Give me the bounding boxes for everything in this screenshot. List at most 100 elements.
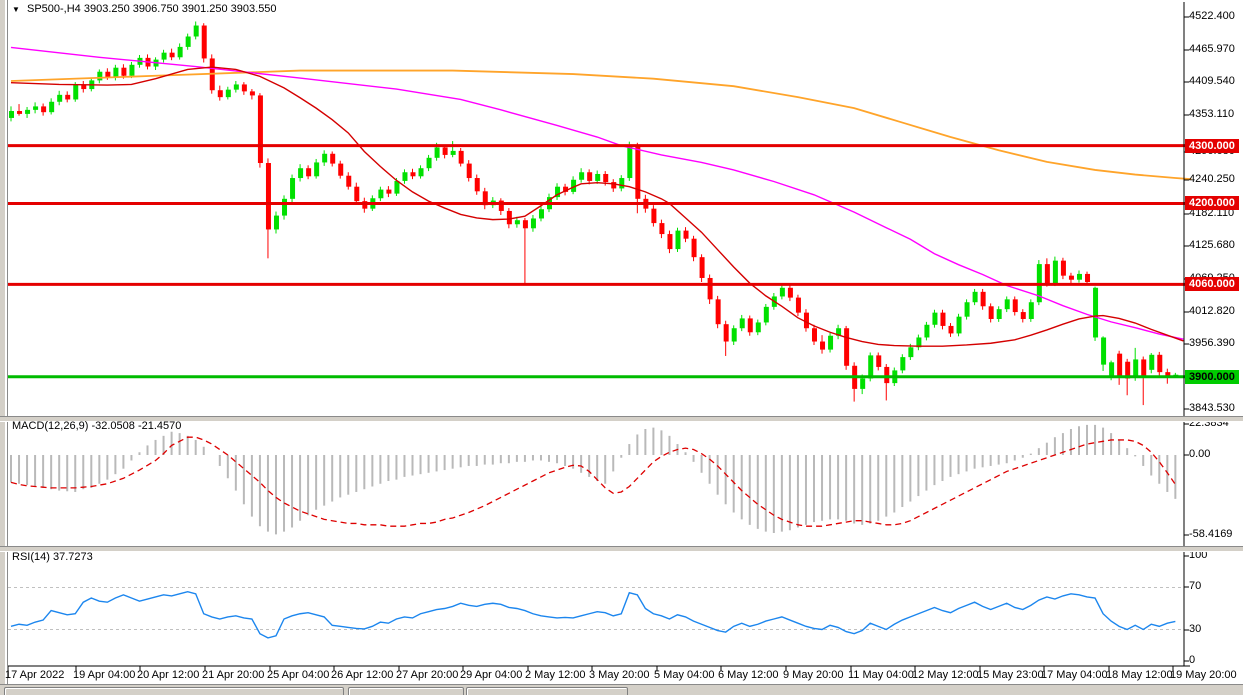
candle-down	[474, 178, 480, 192]
candle-up	[314, 162, 320, 177]
candle-up	[538, 209, 544, 219]
candle-down	[1157, 354, 1163, 373]
candle-up	[836, 328, 842, 336]
candle-down	[346, 175, 352, 187]
price-level-badge-3900.000: 3900.000	[1185, 369, 1239, 384]
candle-down	[105, 71, 111, 77]
candle-up	[1052, 260, 1058, 284]
candle-up	[908, 347, 914, 358]
candle-down	[611, 182, 617, 189]
chart-tab-1[interactable]	[4, 687, 344, 695]
candle-up	[426, 157, 432, 169]
panel-divider-rsi[interactable]	[0, 546, 1243, 552]
candle-up	[193, 25, 199, 37]
candle-up	[924, 324, 930, 338]
candle-down	[691, 238, 697, 258]
candle-down	[458, 150, 464, 164]
candle-up	[579, 172, 585, 180]
symbol-dropdown-icon[interactable]: ▼	[12, 5, 20, 14]
panel-divider-macd[interactable]	[0, 416, 1243, 422]
candle-down	[820, 341, 826, 350]
candle-up	[322, 153, 328, 163]
macd-axis-label: 0.00	[1189, 448, 1211, 460]
candle-up	[282, 198, 288, 216]
price-axis-label: 4012.820	[1189, 305, 1235, 317]
candle-down	[683, 230, 689, 239]
candle-down	[635, 145, 641, 199]
candle-down	[659, 223, 665, 235]
date-axis-label: 21 Apr 20:00	[202, 669, 265, 681]
candle-up	[916, 337, 922, 348]
candle-down	[466, 163, 472, 179]
chart-tab-bar	[0, 684, 1243, 695]
date-axis-label: 12 May 12:00	[912, 669, 979, 681]
candle-up	[619, 178, 625, 189]
candle-up	[900, 357, 906, 371]
macd-axis-label: -58.4169	[1189, 528, 1233, 540]
price-axis-label: 3843.530	[1189, 402, 1235, 414]
candle-down	[787, 287, 793, 298]
date-axis-label: 20 Apr 12:00	[137, 669, 200, 681]
date-axis-label: 5 May 04:00	[654, 669, 715, 681]
rsi-axis-label: 30	[1189, 623, 1202, 635]
candle-up	[595, 173, 601, 181]
candle-down	[667, 234, 673, 250]
candle-down	[980, 291, 986, 307]
candle-up	[1004, 299, 1010, 310]
candle-down	[442, 147, 448, 155]
candle-down	[940, 312, 946, 326]
candle-up	[828, 335, 834, 350]
ohlc-readout: 3903.250 3906.750 3901.250 3903.550	[83, 3, 277, 15]
candle-down	[81, 85, 87, 90]
chart-tab-2[interactable]	[348, 687, 464, 695]
candle-down	[330, 153, 336, 164]
candle-up	[290, 178, 296, 199]
candle-up	[1149, 354, 1155, 370]
date-axis-label: 19 Apr 04:00	[73, 669, 136, 681]
price-axis-label: 4240.250	[1189, 173, 1235, 185]
candle-down	[1085, 273, 1091, 283]
candle-down	[265, 163, 271, 230]
candle-down	[41, 106, 47, 113]
macd-indicator-label: MACD(12,26,9) -32.0508 -21.4570	[12, 420, 182, 432]
date-axis-label: 19 May 20:00	[1170, 669, 1237, 681]
candle-down	[482, 191, 488, 206]
candle-down	[65, 94, 71, 100]
price-axis-label: 3956.390	[1189, 337, 1235, 349]
candle-down	[587, 172, 593, 181]
candle-down	[603, 173, 609, 183]
candle-down	[699, 257, 705, 278]
window-left-border	[0, 0, 8, 695]
candle-down	[257, 95, 263, 164]
candle-up	[860, 378, 866, 389]
date-axis-label: 18 May 12:00	[1106, 669, 1173, 681]
candle-up	[1109, 362, 1115, 377]
candle-down	[306, 168, 312, 177]
rsi-line	[10, 590, 1176, 639]
candle-up	[514, 220, 520, 225]
candle-down	[948, 325, 954, 334]
rsi-indicator-label: RSI(14) 37.7273	[12, 551, 93, 563]
candle-up	[779, 287, 785, 297]
candle-up	[1028, 302, 1034, 319]
candle-down	[812, 328, 817, 342]
candle-up	[763, 306, 769, 323]
candle-down	[795, 297, 801, 313]
date-axis-label: 11 May 04:00	[848, 669, 914, 681]
date-axis-label: 17 Apr 2022	[5, 669, 65, 681]
candle-down	[1012, 299, 1018, 313]
price-axis-label: 4409.540	[1189, 75, 1235, 87]
candle-down	[1068, 275, 1074, 280]
candle-up	[755, 322, 761, 333]
symbol-timeframe-label: SP500-,H4	[26, 3, 81, 15]
candle-down	[715, 299, 721, 325]
ma-line-slow_orange	[10, 69, 1192, 181]
candle-up	[177, 46, 183, 58]
price-axis-label: 4465.970	[1189, 43, 1235, 55]
rsi-axis-label: 70	[1189, 580, 1202, 592]
candle-up	[57, 94, 63, 102]
candle-down	[651, 208, 657, 224]
chart-tab-3[interactable]	[466, 687, 628, 695]
